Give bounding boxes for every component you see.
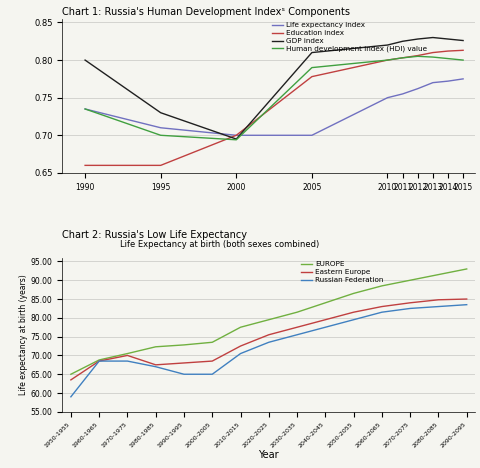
Education index <box>445 48 451 54</box>
GDP index <box>384 42 390 48</box>
Education index <box>384 57 390 63</box>
Russian Federation <box>435 304 441 309</box>
Russian Federation <box>238 351 243 356</box>
EUROPE <box>435 272 441 278</box>
Russian Federation <box>266 339 272 345</box>
Russian Federation <box>124 358 130 364</box>
Human development index (HDI) value <box>400 55 406 61</box>
EUROPE <box>408 278 413 283</box>
Life expectancy index <box>233 132 239 138</box>
Eastern Europe <box>124 352 130 358</box>
Life expectancy index <box>415 86 420 91</box>
Human development index (HDI) value <box>384 57 390 63</box>
Eastern Europe <box>238 343 243 349</box>
Text: Chart 1: Russia's Human Development Indexˢ Components: Chart 1: Russia's Human Development Inde… <box>62 7 350 16</box>
Russian Federation <box>323 324 328 330</box>
Human development index (HDI) value <box>430 54 436 60</box>
Eastern Europe <box>209 358 215 364</box>
Education index <box>309 74 315 80</box>
Life expectancy index <box>158 125 164 131</box>
Education index <box>82 162 88 168</box>
EUROPE <box>464 266 469 272</box>
Russian Federation <box>96 358 102 364</box>
Russian Federation <box>181 372 187 377</box>
Human development index (HDI) value <box>158 132 164 138</box>
Russian Federation <box>379 309 385 315</box>
Eastern Europe <box>266 332 272 337</box>
Eastern Europe <box>68 377 74 383</box>
EUROPE <box>323 300 328 306</box>
Line: Eastern Europe: Eastern Europe <box>71 299 467 380</box>
Line: Russian Federation: Russian Federation <box>71 305 467 397</box>
EUROPE <box>153 344 158 350</box>
EUROPE <box>238 324 243 330</box>
GDP index <box>415 36 420 42</box>
EUROPE <box>68 372 74 377</box>
Life expectancy index <box>384 95 390 101</box>
Eastern Europe <box>181 360 187 366</box>
GDP index <box>445 36 451 42</box>
Education index <box>415 53 420 58</box>
Line: EUROPE: EUROPE <box>71 269 467 374</box>
Line: Human development index (HDI) value: Human development index (HDI) value <box>85 56 463 140</box>
Life expectancy index <box>82 106 88 112</box>
Y-axis label: Life expectancy at birth (years): Life expectancy at birth (years) <box>19 274 28 395</box>
Legend: Life expectancy index, Education index, GDP index, Human development index (HDI): Life expectancy index, Education index, … <box>273 22 427 52</box>
Eastern Europe <box>435 297 441 303</box>
Eastern Europe <box>323 317 328 322</box>
Eastern Europe <box>351 309 357 315</box>
EUROPE <box>379 283 385 289</box>
EUROPE <box>181 342 187 348</box>
Eastern Europe <box>153 362 158 368</box>
Eastern Europe <box>379 304 385 309</box>
Line: GDP index: GDP index <box>85 37 463 139</box>
Education index <box>233 132 239 138</box>
Education index <box>158 162 164 168</box>
Text: Chart 2: Russia's Low Life Expectancy: Chart 2: Russia's Low Life Expectancy <box>62 230 247 240</box>
GDP index <box>233 136 239 142</box>
Education index <box>460 47 466 53</box>
Human development index (HDI) value <box>445 56 451 61</box>
Eastern Europe <box>294 324 300 330</box>
Russian Federation <box>68 394 74 400</box>
Russian Federation <box>464 302 469 307</box>
Russian Federation <box>351 317 357 322</box>
Russian Federation <box>209 372 215 377</box>
Human development index (HDI) value <box>233 137 239 143</box>
Education index <box>400 55 406 61</box>
Life expectancy index <box>460 76 466 82</box>
Russian Federation <box>294 332 300 337</box>
EUROPE <box>209 339 215 345</box>
Human development index (HDI) value <box>82 106 88 112</box>
Legend: EUROPE, Eastern Europe, Russian Federation: EUROPE, Eastern Europe, Russian Federati… <box>301 261 384 283</box>
Education index <box>430 50 436 55</box>
Life expectancy index <box>309 132 315 138</box>
GDP index <box>82 57 88 63</box>
Life expectancy index <box>445 78 451 84</box>
Text: Life Expectancy at birth (both sexes combined): Life Expectancy at birth (both sexes com… <box>120 240 319 249</box>
X-axis label: Year: Year <box>259 450 279 461</box>
GDP index <box>430 35 436 40</box>
EUROPE <box>266 317 272 322</box>
Eastern Europe <box>464 296 469 302</box>
Human development index (HDI) value <box>460 57 466 63</box>
Line: Life expectancy index: Life expectancy index <box>85 79 463 135</box>
Eastern Europe <box>96 358 102 364</box>
Human development index (HDI) value <box>309 65 315 70</box>
Russian Federation <box>408 306 413 311</box>
GDP index <box>309 50 315 55</box>
Human development index (HDI) value <box>415 53 420 59</box>
EUROPE <box>294 309 300 315</box>
Line: Education index: Education index <box>85 50 463 165</box>
GDP index <box>158 110 164 116</box>
EUROPE <box>96 357 102 363</box>
Eastern Europe <box>408 300 413 306</box>
GDP index <box>400 38 406 44</box>
EUROPE <box>124 351 130 356</box>
Life expectancy index <box>400 91 406 97</box>
Life expectancy index <box>430 80 436 86</box>
GDP index <box>460 38 466 44</box>
EUROPE <box>351 291 357 296</box>
Russian Federation <box>153 364 158 370</box>
